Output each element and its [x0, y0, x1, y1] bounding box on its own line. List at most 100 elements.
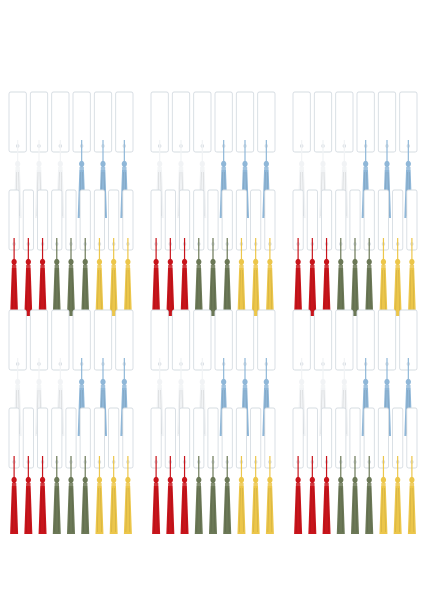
tassel-strands: [409, 487, 415, 533]
tassel-knot: [341, 160, 347, 168]
bookmark-with-tassel: [207, 189, 219, 316]
tassel-strands: [310, 487, 315, 533]
tassel-knot: [196, 476, 202, 484]
bookmark-with-tassel: [150, 407, 162, 534]
tassel-skirt: [265, 486, 274, 534]
tassel-wrap: [97, 265, 102, 268]
tassel-knot: [224, 258, 230, 266]
tassel-strands: [125, 487, 131, 533]
tassel-knot: [36, 160, 42, 168]
tassel-knot: [96, 258, 103, 266]
tassel-wrap: [79, 167, 84, 170]
tassel-wrap: [111, 265, 116, 268]
tassel-knot: [167, 476, 173, 484]
tassel-strands: [224, 269, 230, 315]
tassel-strands: [338, 269, 344, 315]
tassel-knot: [196, 258, 202, 266]
bookmark-with-tassel: [250, 407, 262, 534]
tassel-wrap: [196, 265, 201, 268]
tassel-wrap: [58, 167, 63, 170]
tassel-wrap: [342, 167, 347, 170]
tassel-strands: [54, 487, 60, 533]
bookmark-with-tassel: [65, 189, 77, 316]
bookmark-group: [150, 407, 276, 534]
tassel-knot: [157, 378, 163, 386]
bookmark-group: [150, 189, 276, 316]
tassel-knot: [79, 378, 85, 386]
tassel-wrap: [178, 167, 184, 170]
bookmark-with-tassel: [292, 189, 304, 316]
tassel-skirt: [365, 486, 374, 534]
tassel-wrap: [168, 483, 173, 486]
tassel-wrap: [264, 385, 269, 388]
bookmark-with-tassel: [264, 189, 276, 316]
tassel-wrap: [395, 483, 400, 486]
tassel-wrap: [352, 483, 358, 486]
tassel-knot: [25, 258, 31, 266]
bookmark-with-tassel: [221, 189, 233, 316]
tassel-wrap: [58, 385, 63, 388]
tassel-skirt: [180, 268, 189, 316]
tassel-knot: [384, 378, 390, 386]
tassel-wrap: [299, 167, 304, 170]
tassel-skirt: [209, 268, 217, 316]
tassel-wrap: [395, 265, 400, 268]
tassel-wrap: [320, 385, 326, 388]
tassel-skirt: [251, 486, 260, 534]
tassel-skirt: [81, 268, 90, 316]
tassel-skirt: [393, 486, 402, 534]
bookmark-with-tassel: [363, 407, 375, 534]
tassel-wrap: [83, 483, 88, 486]
tassel-wrap: [221, 167, 226, 170]
tassel-wrap: [200, 385, 205, 388]
tassel-skirt: [24, 268, 33, 316]
tassel-knot: [309, 258, 315, 266]
tassel-skirt: [10, 268, 19, 316]
tassel-knot: [11, 476, 17, 484]
tassel-strands: [395, 269, 400, 315]
tassel-strands: [381, 487, 386, 533]
bookmark-with-tassel: [150, 189, 162, 316]
tassel-wrap: [210, 265, 216, 268]
tassel-knot: [405, 160, 411, 168]
tassel-skirt: [123, 486, 132, 534]
tassel-strands: [295, 487, 301, 533]
tassel-wrap: [239, 265, 244, 268]
bookmark-with-tassel: [335, 189, 347, 316]
tassel-strands: [182, 487, 187, 533]
tassel-knot: [39, 476, 46, 484]
tassel-wrap: [381, 483, 386, 486]
tassel-knot: [363, 378, 369, 386]
tassel-knot: [82, 476, 88, 484]
tassel-knot: [242, 378, 248, 386]
tassel-knot: [366, 476, 372, 484]
tassel-wrap: [15, 167, 20, 170]
tassel-wrap: [295, 483, 301, 486]
tassel-wrap: [182, 265, 187, 268]
bookmark-with-tassel: [264, 407, 276, 534]
tassel-knot: [167, 258, 173, 266]
tassel-strands: [26, 269, 31, 315]
tassel-wrap: [11, 265, 17, 268]
tassel-strands: [168, 269, 173, 315]
bookmark-group: [8, 189, 134, 316]
bookmark-with-tassel: [235, 407, 248, 534]
tassel-wrap: [384, 167, 390, 170]
bookmark-with-tassel: [36, 189, 49, 316]
tassel-skirt: [237, 268, 246, 316]
tassel-knot: [181, 258, 188, 266]
tassel-knot: [178, 160, 184, 168]
tassel-strands: [267, 269, 273, 315]
tassel-knot: [263, 160, 269, 168]
bookmark-with-tassel: [108, 407, 120, 534]
tassel-knot: [68, 258, 74, 266]
bookmark-with-tassel: [178, 407, 191, 534]
tassel-knot: [125, 476, 131, 484]
tassel-wrap: [242, 385, 248, 388]
tassel-wrap: [253, 265, 258, 268]
tassel-wrap: [363, 385, 368, 388]
tassel-knot: [242, 160, 248, 168]
bookmark-with-tassel: [363, 189, 375, 316]
tassel-strands: [97, 487, 102, 533]
